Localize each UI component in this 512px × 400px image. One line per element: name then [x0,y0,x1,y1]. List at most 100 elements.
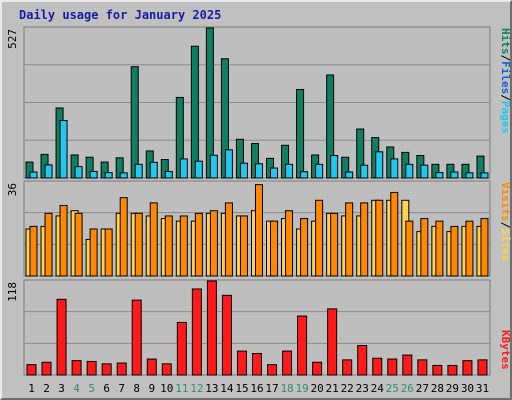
kbytes-bar [327,308,338,376]
visits-bar [89,228,98,277]
files-bar [405,163,414,179]
chart-bars [25,27,489,376]
x-tick-label: 24 [371,382,385,395]
visits-bar [465,220,474,277]
legend-sites: Sites [499,228,512,261]
files-bar [89,170,98,179]
visits-bar [29,225,38,277]
legend-separator: / [499,222,512,229]
visits-bar [119,197,128,277]
visits-bar [209,210,218,277]
visits-bar [450,225,459,277]
kbytes-bar [146,358,157,376]
files-bar [435,172,444,179]
hits-bar [250,143,259,179]
legend-hits: Hits [499,28,512,55]
x-axis-labels: 1 2 3 4 5 6 7 8 9 10 11 12 13 14 15 16 17 18 19 20 21 22 23 24 2… [28,382,489,395]
files-bar [285,163,294,179]
visits-bar [59,205,68,277]
files-bar [345,171,354,179]
visits-bar [435,220,444,277]
x-tick-label: 2 [43,382,50,395]
kbytes-bar [432,364,443,376]
kbytes-bar [206,280,217,376]
legend-files: Files [499,61,512,94]
kbytes-bar [26,364,37,376]
chart-title: Daily usage for January 2025 [19,8,222,22]
visits-bar [270,220,279,277]
kbytes-bar [71,360,82,376]
kbytes-bar [116,362,127,376]
kbytes-bar [56,298,67,376]
legend: Visits/Sites [499,182,512,262]
hits-bar [190,45,199,179]
visits-bar [179,215,188,277]
visits-bar [149,202,158,277]
files-bar [224,149,233,179]
visits-bar [405,220,414,277]
kbytes-bar [447,364,458,376]
kbytes-bar [131,299,142,376]
x-tick-label: 18 [280,382,293,395]
visits-bar [285,210,294,277]
y-max-label: 36 [6,183,19,196]
legend-visits: Visits [499,182,512,222]
legend-pages: Pages [499,101,512,134]
x-tick-label: 7 [118,382,125,395]
visits-bar [390,191,399,277]
x-tick-label: 23 [356,382,369,395]
kbytes-bar [161,363,172,376]
kbytes-bar [191,288,202,376]
x-tick-label: 17 [265,382,278,395]
visits-bar [44,212,53,277]
files-bar [300,171,309,179]
files-bar [360,164,369,179]
visits-bar [315,199,324,277]
files-bar [315,163,324,179]
x-tick-label: 31 [476,382,489,395]
files-bar [59,120,68,179]
legend-separator: / [499,94,512,101]
visits-bar [134,212,143,277]
x-tick-label: 19 [295,382,308,395]
kbytes-bar [101,363,112,376]
files-bar [270,167,279,179]
files-bar [465,172,474,179]
files-bar [149,161,158,179]
visits-bar [300,218,309,277]
files-bar [450,171,459,179]
x-tick-label: 11 [175,382,188,395]
files-bar [420,164,429,179]
x-tick-label: 3 [58,382,65,395]
files-bar [375,151,384,179]
files-bar [104,172,113,179]
files-bar [179,158,188,179]
files-bar [390,158,399,179]
visits-bar [345,202,354,277]
x-tick-label: 14 [220,382,234,395]
kbytes-bar [372,357,383,376]
visits-bar [224,202,233,277]
files-bar [194,160,203,179]
x-tick-label: 21 [326,382,339,395]
files-bar [254,163,263,179]
visits-bar [104,228,113,277]
visits-bar [254,184,263,277]
x-tick-label: 15 [235,382,248,395]
kbytes-bar [236,350,247,376]
x-tick-label: 30 [461,382,474,395]
x-tick-label: 5 [88,382,95,395]
kbytes-bar [387,358,398,376]
x-tick-label: 20 [311,382,324,395]
kbytes-bar [86,360,97,376]
legend: Hits/Files/Pages [499,28,512,134]
files-bar [119,172,128,179]
x-tick-label: 13 [205,382,218,395]
files-bar [164,170,173,179]
kbytes-bar [342,359,353,376]
kbytes-bar [282,350,293,376]
visits-bar [360,202,369,277]
x-tick-label: 26 [401,382,414,395]
